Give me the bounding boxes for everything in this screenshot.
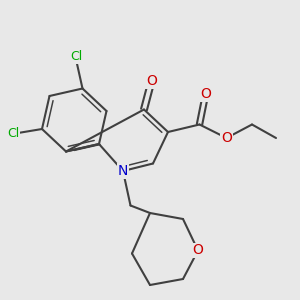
Text: O: O xyxy=(200,88,211,101)
Text: O: O xyxy=(193,244,203,257)
Text: Cl: Cl xyxy=(8,127,20,140)
Text: N: N xyxy=(118,164,128,178)
Text: Cl: Cl xyxy=(70,50,83,64)
Text: O: O xyxy=(221,131,232,145)
Text: O: O xyxy=(146,74,157,88)
